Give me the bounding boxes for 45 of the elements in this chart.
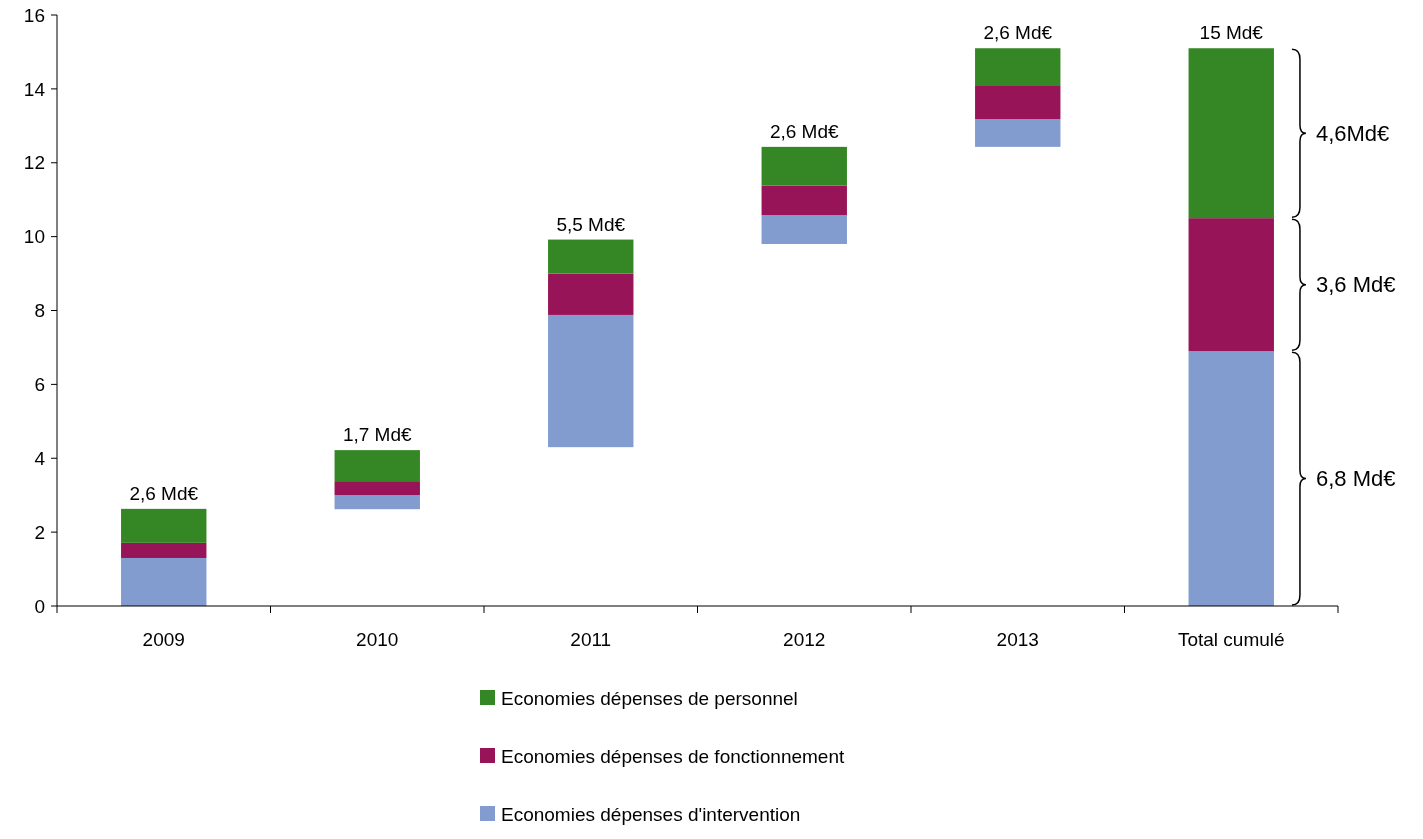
legend-label: Economies dépenses de personnel <box>501 687 798 709</box>
y-tick-label: 0 <box>34 595 45 617</box>
y-tick-label: 4 <box>34 447 46 469</box>
y-tick-label: 16 <box>23 4 45 26</box>
y-tick-label: 2 <box>34 521 45 543</box>
annotation: 5,5 Md€ <box>556 213 626 235</box>
bar <box>121 508 207 543</box>
bar <box>121 542 207 558</box>
bar <box>975 85 1061 120</box>
y-tick-label: 10 <box>23 226 45 248</box>
bar <box>1188 351 1274 606</box>
y-tick-label: 6 <box>34 374 45 396</box>
annotation: 4,6Md€ <box>1315 120 1390 146</box>
bar <box>548 273 634 315</box>
x-tick-label: 2010 <box>356 629 399 650</box>
annotation: 2,6 Md€ <box>129 482 199 504</box>
bar <box>334 481 420 496</box>
bar <box>334 450 420 482</box>
legend-label: Economies dépenses d'intervention <box>501 803 801 825</box>
annotation: 2,6 Md€ <box>769 120 840 142</box>
annotation: 1,7 Md€ <box>342 424 413 446</box>
annotation: 15 Md€ <box>1199 22 1264 44</box>
annotation: 6,8 Md€ <box>1315 466 1396 492</box>
x-tick-label: 2012 <box>783 629 826 650</box>
x-tick-label: 2009 <box>142 629 185 650</box>
bar <box>548 239 634 274</box>
bar <box>334 495 420 510</box>
bar <box>121 557 207 606</box>
x-tick-label: Total cumulé <box>1177 629 1285 650</box>
bar <box>548 314 634 448</box>
bar <box>761 215 847 245</box>
x-tick-label: 2013 <box>996 629 1039 650</box>
bar <box>1188 218 1274 352</box>
bar <box>761 146 847 186</box>
y-tick-label: 8 <box>34 300 45 322</box>
y-tick-label: 14 <box>23 78 46 100</box>
y-tick-label: 12 <box>23 152 45 174</box>
annotation: 2,6 Md€ <box>983 22 1053 44</box>
legend-label: Economies dépenses de fonctionnement <box>501 745 845 767</box>
bar <box>1188 48 1274 219</box>
bar <box>761 185 847 216</box>
x-tick-label: 2011 <box>570 629 612 650</box>
annotation: 3,6 Md€ <box>1315 272 1396 298</box>
bar <box>975 48 1061 86</box>
bar <box>975 119 1061 147</box>
